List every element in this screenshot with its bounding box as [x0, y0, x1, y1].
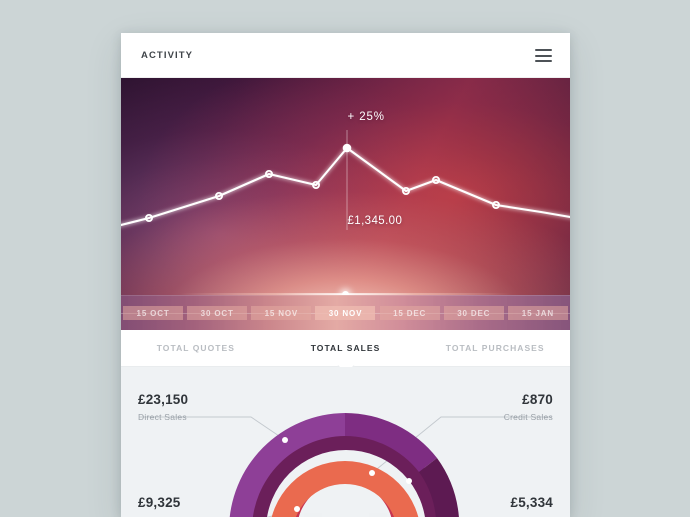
axis-tick-label: 15 NOV — [264, 308, 299, 318]
hero-value-label: £1,345.00 — [347, 215, 403, 227]
axis-tick-30-oct[interactable]: 30 OCT — [185, 306, 249, 320]
date-axis: 15 OCT 30 OCT 15 NOV 30 NOV 15 DEC 30 DE… — [121, 295, 570, 330]
stat-cash-sales[interactable]: £5,334 Cash Sales — [413, 495, 553, 517]
axis-tick-chip — [251, 306, 312, 320]
line-chart-svg — [121, 130, 570, 230]
stat-amount: £9,325 — [138, 495, 181, 510]
hamburger-icon[interactable] — [535, 49, 552, 62]
stat-amount: £23,150 — [138, 392, 189, 407]
page-title: ACTIVITY — [141, 50, 194, 61]
axis-tick-15-nov[interactable]: 15 NOV — [249, 306, 313, 320]
stat-credit-sales[interactable]: £870 Credit Sales — [413, 392, 553, 422]
axis-tick-label: 15 OCT — [136, 308, 170, 318]
card-header: ACTIVITY — [121, 33, 570, 78]
axis-tick-label: 30 OCT — [200, 308, 234, 318]
axis-tick-chip — [443, 306, 504, 320]
stat-label: Direct Sales — [138, 412, 187, 422]
line-chart-points — [144, 170, 500, 222]
axis-tick-15-oct[interactable]: 15 OCT — [121, 306, 185, 320]
tab-total-sales[interactable]: TOTAL SALES — [310, 343, 381, 353]
stat-channel-sales[interactable]: £9,325 Channel Sales — [138, 495, 278, 517]
axis-tick-15-jan[interactable]: 15 JAN — [506, 306, 570, 320]
callout-anchor-dots — [282, 437, 412, 512]
tab-total-purchases[interactable]: TOTAL PURCHASES — [445, 343, 545, 353]
axis-tick-chip — [187, 306, 248, 320]
axis-tick-chip — [123, 306, 184, 320]
axis-tick-30-dec[interactable]: 30 DEC — [442, 306, 506, 320]
donut-arc-credit-sales[interactable] — [419, 458, 459, 517]
stat-amount: £5,334 — [510, 495, 553, 510]
axis-tick-label: 15 JAN — [521, 308, 555, 318]
stat-direct-sales[interactable]: £23,150 Direct Sales — [138, 392, 278, 422]
line-chart-highlight-point[interactable] — [342, 143, 352, 153]
axis-tick-label: 30 NOV — [328, 308, 363, 318]
axis-tick-chip — [379, 306, 440, 320]
half-donut-chart-svg — [139, 413, 552, 517]
axis-tick-list: 15 OCT 30 OCT 15 NOV 30 NOV 15 DEC 30 DE… — [121, 296, 570, 330]
stat-label: Channel Sales — [138, 515, 278, 517]
donut-arc-top-right[interactable] — [345, 413, 437, 472]
stat-amount: £870 — [522, 392, 553, 407]
axis-tick-15-dec[interactable]: 15 DEC — [378, 306, 442, 320]
tab-bar: TOTAL QUOTES TOTAL SALES TOTAL PURCHASES — [121, 330, 570, 375]
axis-tick-chip — [315, 306, 376, 320]
tab-total-quotes[interactable]: TOTAL QUOTES — [156, 343, 235, 353]
hamburger-bar — [535, 60, 552, 62]
hero-line-chart: + 25% £1,345.00 — [121, 78, 570, 295]
stat-label: Credit Sales — [503, 412, 553, 422]
axis-tick-chip — [507, 306, 568, 320]
sales-breakdown-panel: £23,150 Direct Sales £870 Credit Sales £… — [121, 367, 570, 517]
axis-tick-30-nov[interactable]: 30 NOV — [313, 306, 377, 320]
line-chart-path — [121, 146, 570, 227]
activity-card: ACTIVITY — [121, 33, 570, 517]
donut-arc-direct-sales[interactable] — [229, 413, 345, 517]
timeline-marker-dot[interactable] — [342, 291, 349, 295]
donut-notch-right-icon — [369, 513, 387, 517]
percent-change-label: + 25% — [347, 111, 385, 123]
hamburger-bar — [535, 54, 552, 57]
axis-tick-label: 15 DEC — [393, 308, 427, 318]
donut-arc-channel-sales[interactable] — [269, 461, 421, 517]
donut-notch-left-icon — [304, 513, 322, 517]
donut-outer-shadow-arc — [246, 430, 446, 517]
hamburger-bar — [535, 49, 552, 51]
axis-tick-label: 30 DEC — [457, 308, 491, 318]
stat-label: Cash Sales — [413, 515, 553, 517]
